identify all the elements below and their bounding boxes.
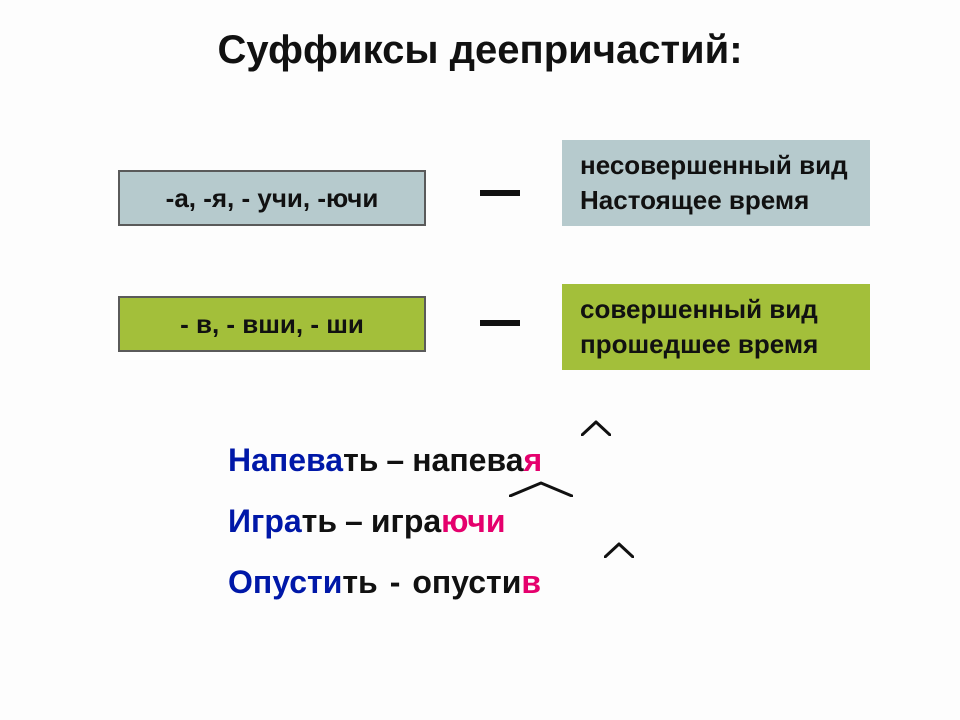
suffix-text-imperfective: -а, -я, - учи, -ючи — [166, 183, 379, 214]
example-ending: ть — [343, 442, 378, 478]
example-stem: Игра — [228, 503, 302, 539]
desc-line1-perfective: совершенный вид — [580, 292, 870, 327]
example-line: Напевать–напевая — [228, 430, 542, 491]
example-suffix: в — [521, 564, 541, 600]
desc-box-imperfective: несовершенный вид Настоящее время — [562, 140, 870, 226]
connector-line-2 — [480, 320, 520, 326]
example-ending: ть — [302, 503, 337, 539]
suffix-box-imperfective: -а, -я, - учи, -ючи — [118, 170, 426, 226]
suffix-text-perfective: - в, - вши, - ши — [180, 309, 364, 340]
example-dash: – — [337, 503, 371, 539]
desc-box-perfective: совершенный вид прошедшее время — [562, 284, 870, 370]
examples-block: Напевать–напеваяИграть–играючиОпустить-о… — [228, 430, 542, 612]
example-line: Опустить-опустив — [228, 552, 542, 613]
example-ending: ть — [342, 564, 377, 600]
example-derived-stem: опусти — [412, 564, 521, 600]
example-derived-stem: напева — [412, 442, 523, 478]
example-dash: - — [378, 564, 413, 600]
suffix-roof-icon — [581, 420, 611, 436]
page: Суффиксы деепричастий: -а, -я, - учи, -ю… — [0, 0, 960, 720]
desc-line2-perfective: прошедшее время — [580, 327, 870, 362]
suffix-box-perfective: - в, - вши, - ши — [118, 296, 426, 352]
page-title: Суффиксы деепричастий: — [0, 28, 960, 73]
example-derived-stem: игра — [371, 503, 441, 539]
desc-line1-imperfective: несовершенный вид — [580, 148, 870, 183]
example-stem: Опусти — [228, 564, 342, 600]
example-line: Играть–играючи — [228, 491, 542, 552]
connector-line-1 — [480, 190, 520, 196]
desc-line2-imperfective: Настоящее время — [580, 183, 870, 218]
example-suffix: ючи — [441, 503, 505, 539]
suffix-roof-icon — [604, 542, 634, 558]
example-dash: – — [378, 442, 412, 478]
example-stem: Напева — [228, 442, 343, 478]
example-suffix: я — [524, 442, 543, 478]
